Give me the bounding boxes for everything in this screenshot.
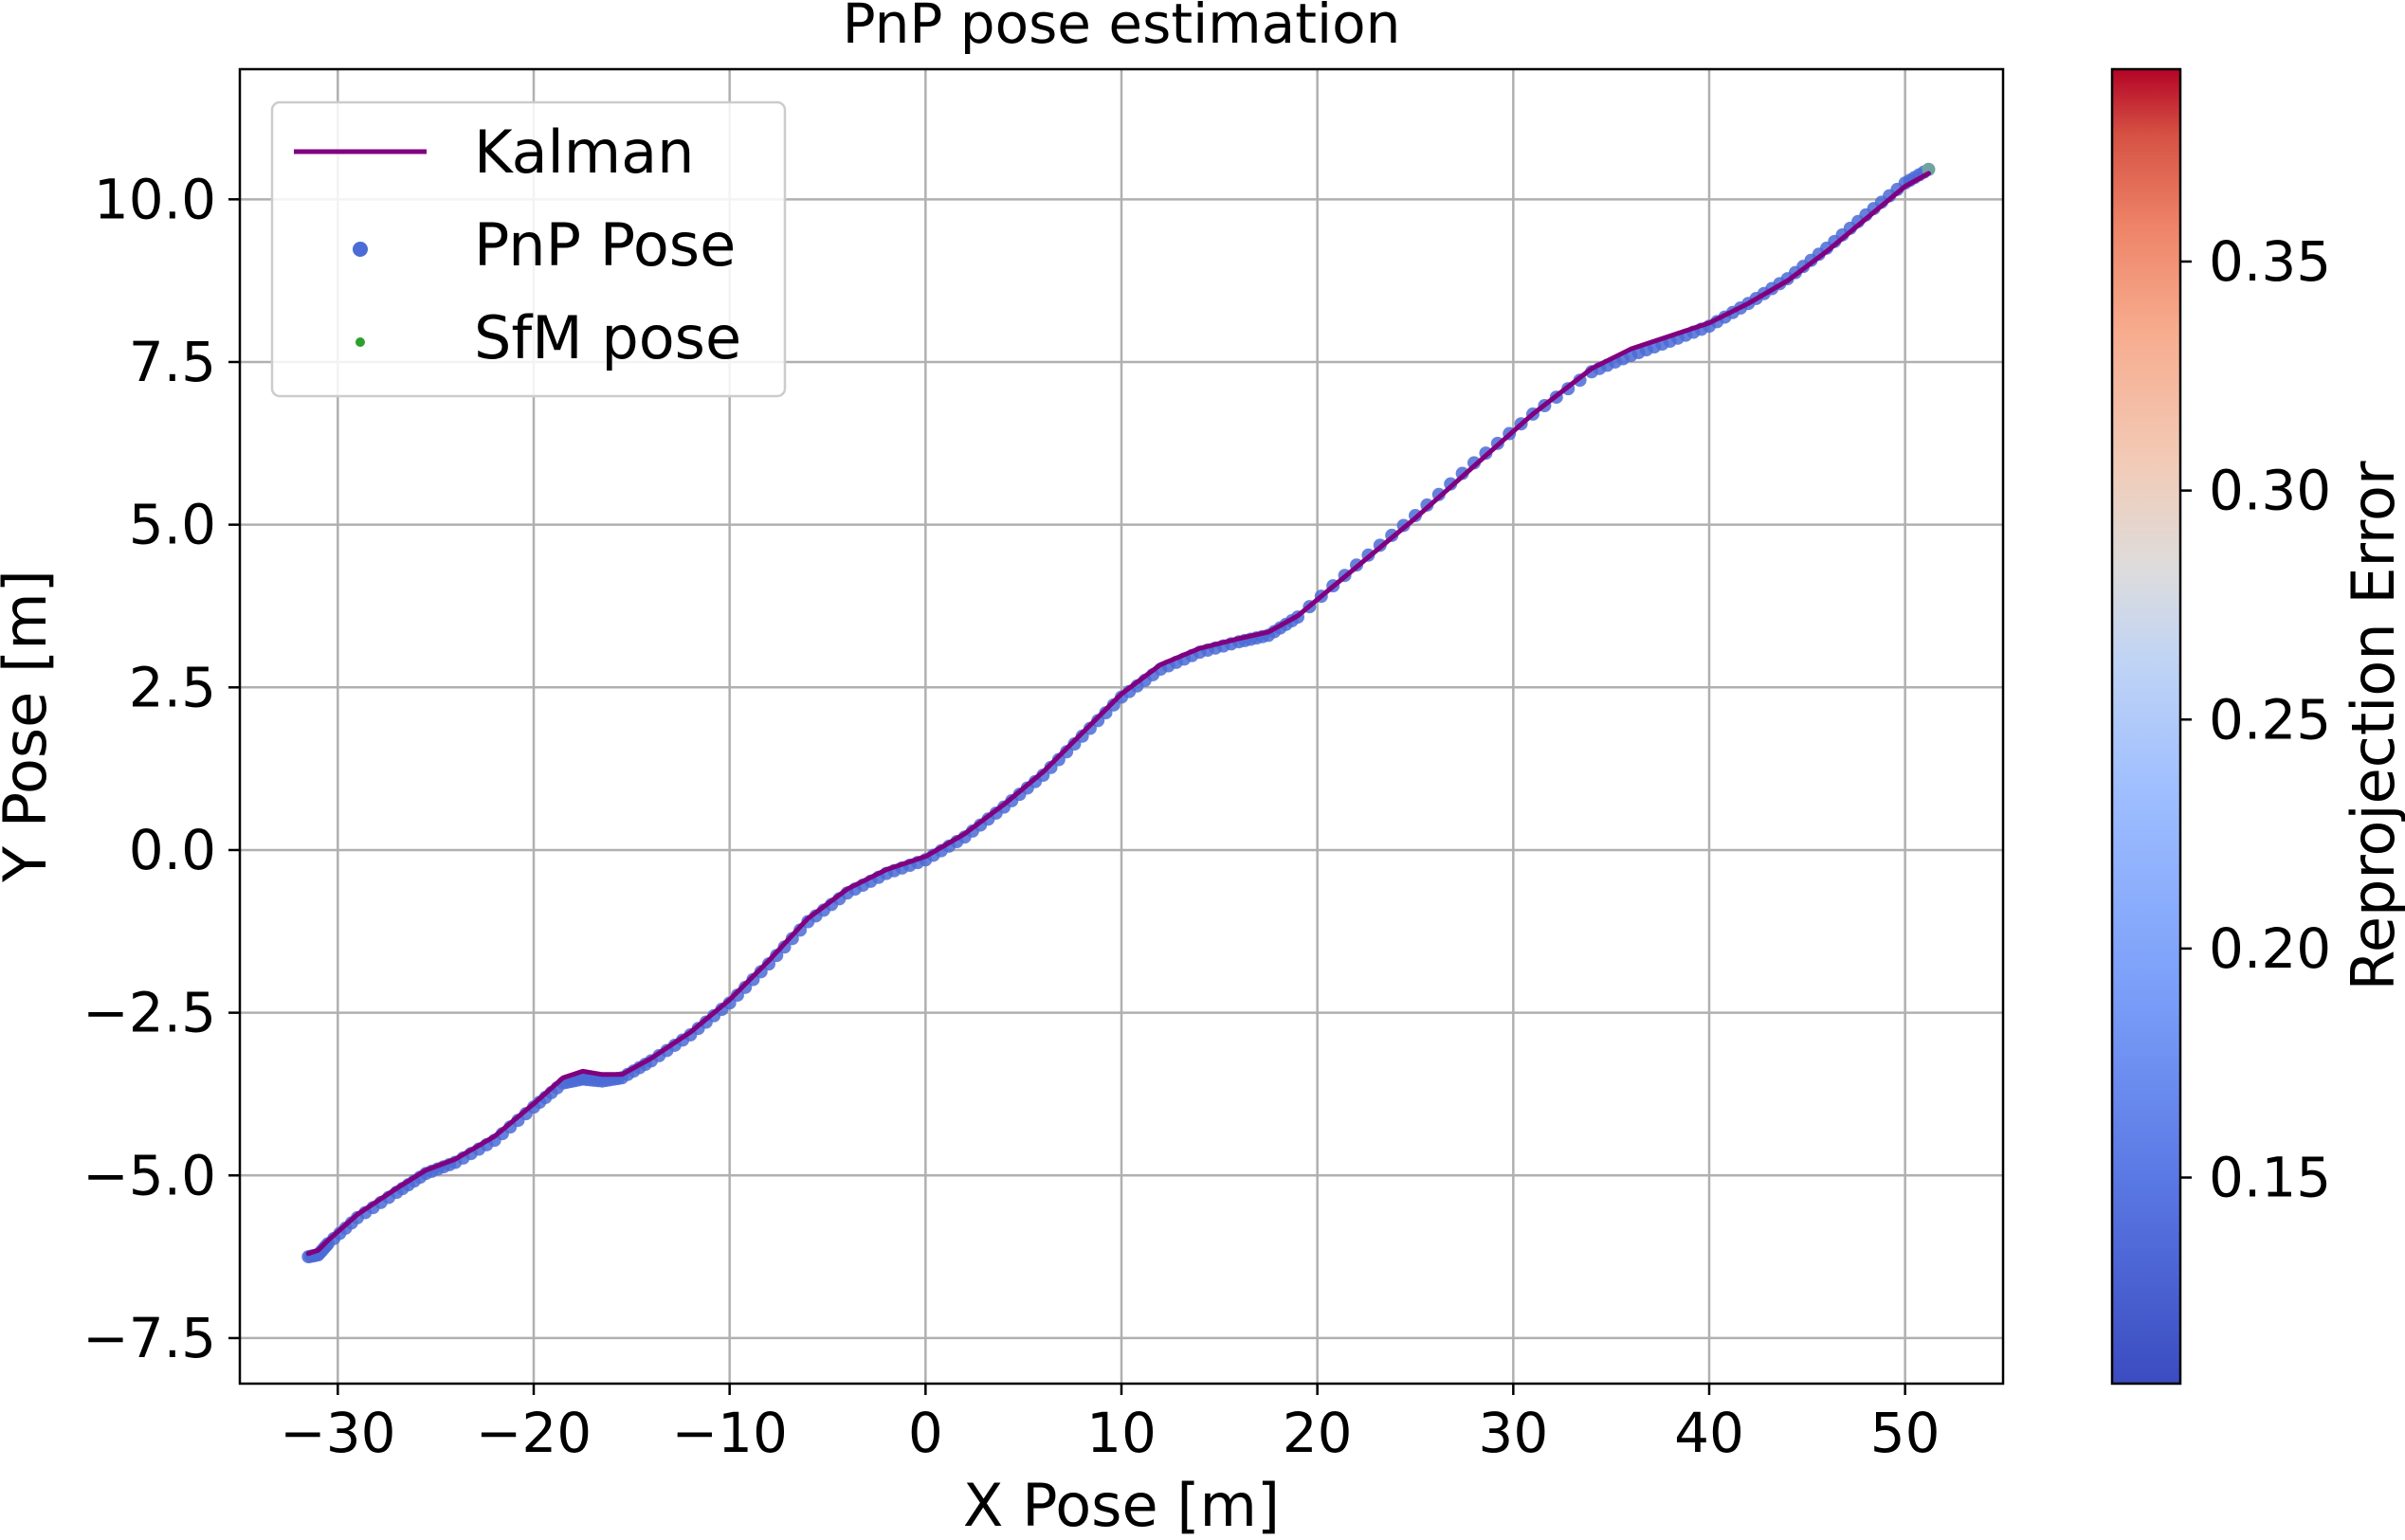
legend-pnp-dot-swatch xyxy=(353,242,368,257)
x-tick-label: 50 xyxy=(1870,1401,1940,1465)
legend-label-kalman: Kalman xyxy=(474,118,694,187)
x-axis-label: X Pose [m] xyxy=(963,1471,1280,1540)
y-axis-label: Y Pose [m] xyxy=(0,570,60,883)
colorbar-ticks: 0.15 0.20 0.25 0.30 0.35 xyxy=(2180,229,2331,1210)
colorbar-tick-label: 0.20 xyxy=(2209,916,2331,981)
y-tick-label: −5.0 xyxy=(82,1143,216,1207)
colorbar: 0.15 0.20 0.25 0.30 0.35 Reprojection Error xyxy=(2110,67,2405,1386)
y-tick-label: −2.5 xyxy=(82,981,216,1045)
legend-sfm-dot-swatch xyxy=(355,337,365,347)
legend-label-pnp-pose: PnP Pose xyxy=(474,210,736,280)
x-tick-label: −10 xyxy=(671,1401,787,1465)
y-tick-label: −7.5 xyxy=(82,1306,216,1370)
plot-data xyxy=(301,162,1936,1264)
colorbar-tick-label: 0.35 xyxy=(2209,229,2331,294)
colorbar-tick-label: 0.30 xyxy=(2209,459,2331,523)
y-tick-label: 7.5 xyxy=(129,330,216,394)
legend: Kalman PnP Pose SfM pose xyxy=(270,100,787,398)
y-axis-ticks: −7.5 −5.0 −2.5 0.0 2.5 5.0 7.5 10.0 xyxy=(82,167,240,1370)
x-tick-label: 40 xyxy=(1674,1401,1744,1465)
x-tick-label: 10 xyxy=(1086,1401,1157,1465)
legend-label-sfm-pose: SfM pose xyxy=(474,303,741,372)
x-tick-label: −30 xyxy=(280,1401,395,1465)
y-tick-label: 10.0 xyxy=(94,167,216,231)
colorbar-tick-label: 0.15 xyxy=(2209,1146,2331,1210)
x-tick-label: 30 xyxy=(1478,1401,1548,1465)
colorbar-tick-label: 0.25 xyxy=(2209,687,2331,752)
legend-box xyxy=(270,100,787,398)
y-tick-label: 0.0 xyxy=(129,818,216,882)
x-tick-label: 20 xyxy=(1283,1401,1353,1465)
x-tick-label: 0 xyxy=(908,1401,943,1465)
grid-lines xyxy=(240,69,2003,1384)
y-tick-label: 2.5 xyxy=(129,655,216,719)
x-axis-ticks: −30 −20 −10 0 10 20 30 40 50 xyxy=(280,1384,1940,1465)
y-tick-label: 5.0 xyxy=(129,493,216,557)
colorbar-label: Reprojection Error xyxy=(2339,461,2405,990)
kalman-line xyxy=(305,171,1931,1257)
colorbar-gradient xyxy=(2110,67,2182,1386)
x-tick-label: −20 xyxy=(476,1401,592,1465)
chart-title: PnP pose estimation xyxy=(843,0,1401,56)
